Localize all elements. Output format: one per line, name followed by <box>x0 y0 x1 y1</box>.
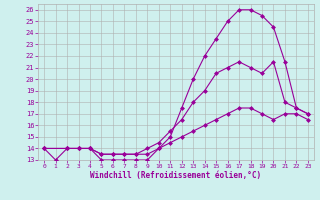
X-axis label: Windchill (Refroidissement éolien,°C): Windchill (Refroidissement éolien,°C) <box>91 171 261 180</box>
